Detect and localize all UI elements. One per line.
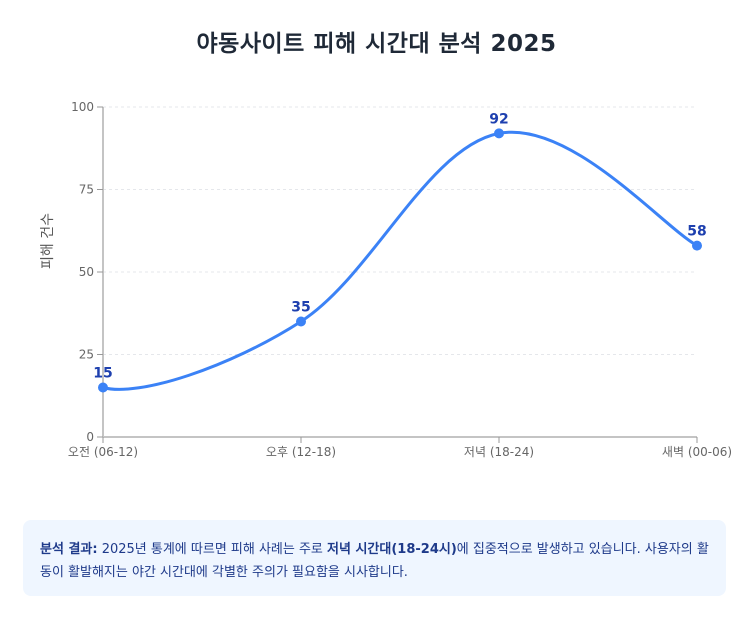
data-point[interactable] xyxy=(494,128,504,139)
data-label: 58 xyxy=(687,224,706,240)
chart-title: 야동사이트 피해 시간대 분석 2025 xyxy=(196,31,557,57)
y-tick-label: 50 xyxy=(79,265,94,279)
y-tick-label: 75 xyxy=(79,183,94,197)
data-point[interactable] xyxy=(692,240,702,251)
data-line xyxy=(102,130,698,391)
x-tick-label: 오후 (12-18) xyxy=(266,445,336,459)
x-axis-ticks: 오전 (06-12) 오후 (12-18) 저녁 (18-24) 새벽 (00-06) xyxy=(68,437,732,459)
data-label: 35 xyxy=(291,300,310,316)
data-label: 92 xyxy=(489,111,508,127)
grid-lines xyxy=(103,106,697,355)
y-tick-label: 25 xyxy=(79,348,94,362)
insight-highlight: 저녁 시간대(18-24시) xyxy=(327,542,457,557)
insight-label: 분석 결과: xyxy=(40,542,98,557)
x-tick-label: 오전 (06-12) xyxy=(68,445,138,459)
insight-text-after: 에 집중적으로 발생하고 있습니다. 사용자의 활동이 활발해지는 야간 시간대… xyxy=(40,542,709,580)
line-chart: 0 25 50 75 100 오전 (06-12) 오후 (12-18) 저녁 (18-24… xyxy=(40,100,732,459)
x-tick-label: 저녁 (18-24) xyxy=(464,445,534,459)
data-points[interactable]: 15 35 92 58 xyxy=(93,111,707,393)
y-axis-label: 피해 건수 xyxy=(40,213,56,269)
y-axis-ticks: 0 25 50 75 100 xyxy=(71,100,103,444)
insight-text-before: 2025년 통계에 따르면 피해 사례는 주로 xyxy=(97,542,328,557)
y-tick-label: 0 xyxy=(86,430,94,444)
data-point[interactable] xyxy=(296,316,306,327)
data-label: 15 xyxy=(93,366,112,382)
y-tick-label: 100 xyxy=(71,100,94,114)
x-tick-label: 새벽 (00-06) xyxy=(662,445,732,459)
data-point[interactable] xyxy=(98,382,108,393)
insight-box: 분석 결과: 2025년 통계에 따르면 피해 사례는 주로 저녁 시간대(18… xyxy=(23,520,726,596)
